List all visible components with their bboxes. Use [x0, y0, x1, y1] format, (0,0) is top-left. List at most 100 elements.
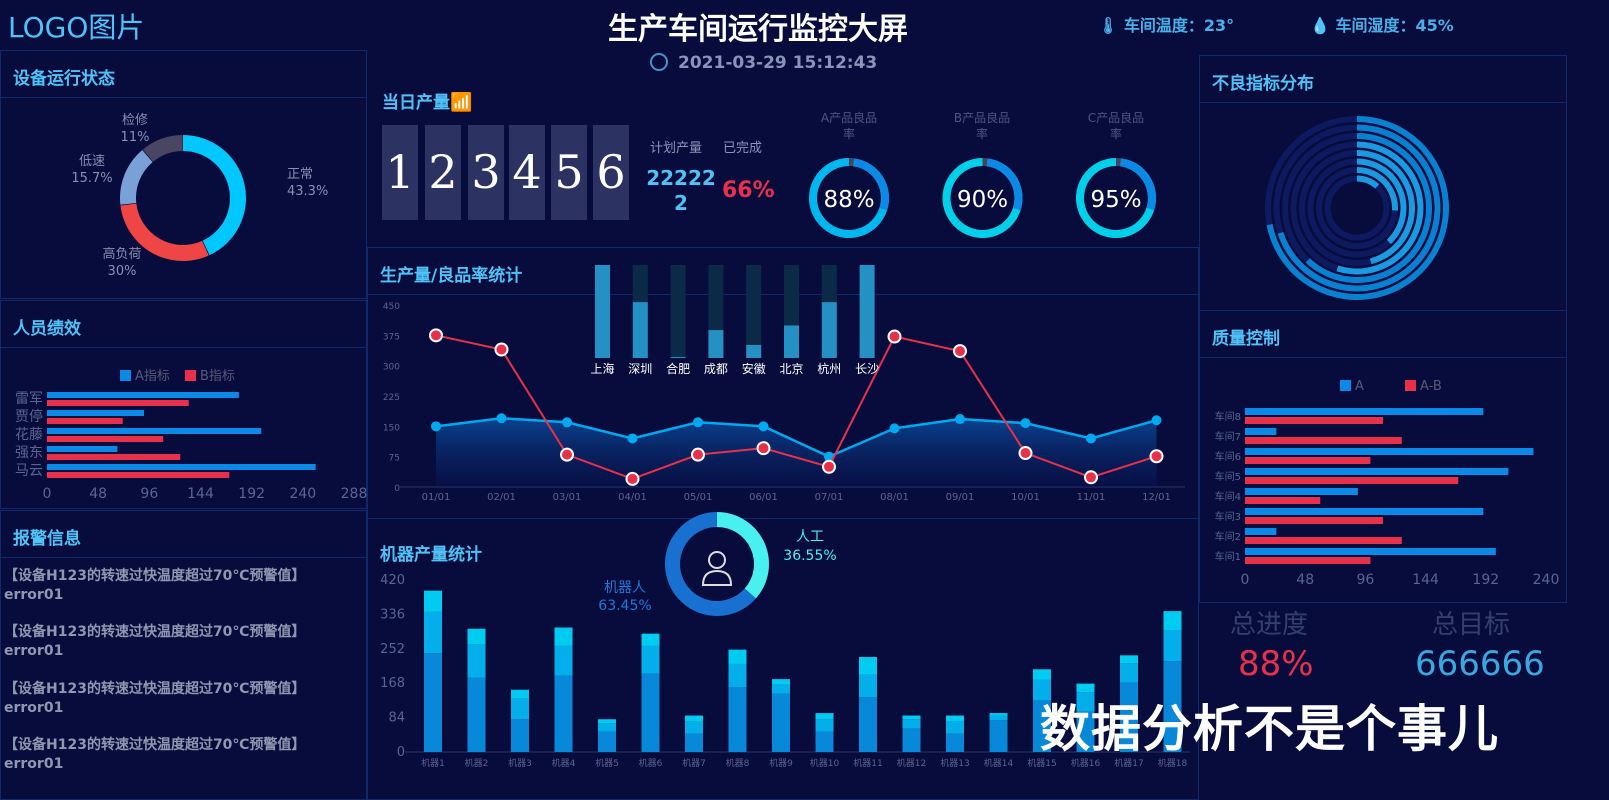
bar [47, 418, 123, 424]
category-label: 车间5 [1215, 470, 1241, 483]
x-tick: 机器7 [682, 757, 706, 769]
bar-segment [1120, 655, 1138, 664]
x-tick: 10/01 [1011, 492, 1040, 503]
x-tick: 12/01 [1142, 492, 1171, 503]
alarm-item[interactable]: 【设备H123的转速过快温度超过70℃预警值】 error01 [4, 568, 306, 603]
bar-segment [511, 719, 529, 752]
ring-bar [1357, 149, 1416, 265]
x-tick: 09/01 [946, 492, 975, 503]
data-point [429, 328, 443, 343]
x-tick: 机器11 [853, 757, 882, 769]
category-label: 合肥 [666, 361, 690, 376]
bar-segment [1163, 611, 1182, 631]
category-label: 深圳 [628, 362, 652, 376]
category-label: 马云 [15, 463, 43, 479]
bar-segment [641, 645, 660, 674]
gauge-value: 95% [1090, 187, 1141, 213]
bar [1245, 528, 1277, 535]
bar-segment [554, 627, 573, 646]
y-tick: 0 [394, 484, 400, 494]
x-tick: 机器5 [595, 757, 619, 769]
bar [47, 472, 230, 478]
category-label: 长沙 [855, 362, 879, 376]
bar-segment [728, 663, 747, 688]
bar-segment [598, 723, 616, 732]
x-tick: 机器13 [940, 757, 969, 769]
x-tick: 机器15 [1027, 757, 1056, 769]
bar-segment [424, 653, 442, 752]
pie-slice [119, 149, 153, 205]
bar-segment [598, 731, 616, 752]
category-label: 成都 [704, 362, 728, 376]
legend-swatch [185, 370, 196, 381]
y-tick: 420 [380, 573, 405, 588]
data-point [822, 459, 836, 474]
data-point [431, 421, 441, 432]
data-point [1086, 433, 1096, 444]
alarm-item[interactable]: 【设备H123的转速过快温度超过70℃预警值】 error01 [4, 737, 306, 772]
y-tick: 168 [380, 676, 405, 691]
bar-segment [772, 684, 790, 694]
bar [1245, 428, 1277, 435]
alarm-item[interactable]: 【设备H123的转速过快温度超过70℃预警值】 error01 [4, 681, 306, 716]
alarm-item[interactable]: 【设备H123的转速过快温度超过70℃预警值】 error01 [4, 624, 306, 659]
legend-swatch [120, 370, 131, 381]
tick-label: 0 [43, 486, 52, 502]
bar-segment [467, 628, 486, 645]
droplets-icon: 💧 [1310, 16, 1330, 35]
bar-segment [946, 715, 964, 722]
pie-slice [120, 203, 209, 262]
tick-label: 240 [289, 486, 316, 502]
tick-label: 192 [238, 486, 265, 502]
ring-bar [1357, 167, 1398, 211]
x-tick: 06/01 [749, 492, 778, 503]
bar-segment [902, 719, 921, 729]
x-tick: 机器10 [810, 757, 840, 769]
bar-segment [1033, 679, 1051, 701]
category-label: 雷军 [15, 391, 43, 407]
legend-label: A指标 [135, 369, 170, 384]
x-tick: 05/01 [684, 492, 713, 503]
slice-name: 机器人 [604, 580, 646, 596]
data-point [887, 329, 902, 344]
legend-label: A [1355, 379, 1364, 394]
bar [47, 410, 145, 416]
gauge-value: 88% [823, 187, 874, 213]
page-title: 生产车间运行监控大屏 [608, 12, 908, 47]
x-tick: 机器14 [984, 757, 1014, 769]
bar [1245, 537, 1402, 544]
bar-segment [989, 720, 1008, 752]
digit: 3 [468, 125, 504, 220]
data-point [1020, 418, 1031, 429]
bar-segment [1163, 630, 1182, 662]
bar-segment [772, 679, 790, 685]
pie-slice [183, 135, 247, 256]
gauge-value: 90% [957, 187, 1008, 213]
digit: 6 [593, 125, 629, 220]
data-point [1084, 470, 1098, 485]
digit: 5 [551, 125, 587, 220]
ring-bar [1357, 175, 1380, 189]
bar-segment [859, 697, 877, 752]
x-tick: 机器16 [1071, 757, 1101, 769]
bar-track [670, 265, 686, 358]
pie-slice [717, 512, 769, 599]
chart-trend-icon: 📶 [450, 92, 473, 113]
x-tick: 08/01 [880, 492, 909, 503]
x-tick: 机器4 [552, 757, 576, 769]
bar-segment [598, 719, 616, 724]
legend-label: B指标 [200, 369, 235, 384]
bar [1245, 517, 1383, 524]
bar-segment [859, 656, 877, 675]
panel-title: 不良指标分布 [1200, 56, 1566, 103]
bar-segment [467, 677, 486, 752]
bar [1245, 508, 1484, 515]
bar-segment [815, 713, 834, 720]
bar-segment [424, 590, 442, 612]
slice-value: 15.7% [71, 171, 112, 186]
bar [1245, 557, 1371, 564]
digit: 2 [425, 125, 461, 220]
temperature-readout: 🌡 车间温度：23° [1098, 12, 1234, 36]
ring-bar [1357, 158, 1407, 245]
